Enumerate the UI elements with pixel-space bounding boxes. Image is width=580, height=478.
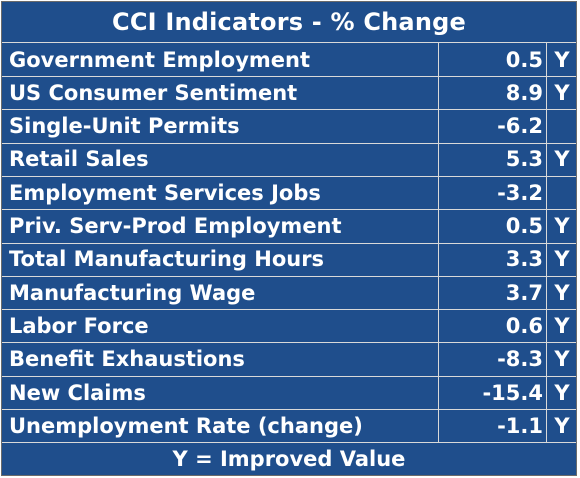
indicator-value: -6.2 xyxy=(440,109,547,143)
improved-flag: Y xyxy=(554,247,570,272)
indicator-label: Manufacturing Wage xyxy=(2,276,439,310)
table-row: Employment Services Jobs -3.2 xyxy=(2,176,576,211)
indicator-value: 0.5 xyxy=(440,209,547,243)
indicator-label: Government Employment xyxy=(2,43,439,76)
indicator-value: -1.1 xyxy=(440,409,547,443)
indicator-value: 5.3 xyxy=(440,142,547,176)
table-footer-legend: Y = Improved Value xyxy=(172,447,406,471)
improved-flag: Y xyxy=(554,280,570,305)
improved-flag xyxy=(548,110,576,143)
indicator-value: 3.3 xyxy=(440,242,547,276)
table-row: Total Manufacturing Hours 3.3 Y xyxy=(2,242,576,277)
table-row: Government Employment 0.5 Y xyxy=(2,43,576,77)
indicator-value: 0.5 xyxy=(440,43,547,76)
indicator-value: -8.3 xyxy=(440,342,547,376)
table-row: Priv. Serv-Prod Employment 0.5 Y xyxy=(2,209,576,244)
table-row: Single-Unit Permits -6.2 xyxy=(2,109,576,144)
indicator-label: Labor Force xyxy=(2,309,439,343)
indicator-label: Unemployment Rate (change) xyxy=(2,409,439,443)
indicator-value: 3.7 xyxy=(440,276,547,310)
indicator-label: Retail Sales xyxy=(2,142,439,176)
indicator-value: -15.4 xyxy=(440,376,547,409)
table-row: Unemployment Rate (change) -1.1 Y xyxy=(2,409,576,444)
table-row: New Claims -15.4 Y xyxy=(2,376,576,410)
indicator-value: -3.2 xyxy=(440,176,547,210)
table-row: Labor Force 0.6 Y xyxy=(2,309,576,344)
indicator-label: Priv. Serv-Prod Employment xyxy=(2,209,439,243)
indicator-label: Total Manufacturing Hours xyxy=(2,242,439,276)
indicator-label: New Claims xyxy=(2,376,439,409)
indicator-label: Benefit Exhaustions xyxy=(2,342,439,376)
indicator-value: 8.9 xyxy=(440,76,547,110)
table-row: US Consumer Sentiment 8.9 Y xyxy=(2,76,576,111)
indicator-label: Employment Services Jobs xyxy=(2,176,439,210)
improved-flag: Y xyxy=(554,147,570,172)
improved-flag: Y xyxy=(554,313,570,338)
table-row: Manufacturing Wage 3.7 Y xyxy=(2,276,576,311)
table-row: Retail Sales 5.3 Y xyxy=(2,142,576,177)
table-row: Benefit Exhaustions -8.3 Y xyxy=(2,342,576,377)
table-title: CCI Indicators - % Change xyxy=(2,2,576,43)
indicator-label: US Consumer Sentiment xyxy=(2,76,439,110)
improved-flag xyxy=(548,176,576,209)
improved-flag: Y xyxy=(554,347,570,372)
improved-flag: Y xyxy=(554,214,570,238)
improved-flag: Y xyxy=(554,413,570,438)
improved-flag: Y xyxy=(554,380,570,405)
indicator-label: Single-Unit Permits xyxy=(2,109,439,143)
improved-flag: Y xyxy=(554,47,570,72)
improved-flag: Y xyxy=(554,80,570,105)
indicator-value: 0.6 xyxy=(440,309,547,343)
